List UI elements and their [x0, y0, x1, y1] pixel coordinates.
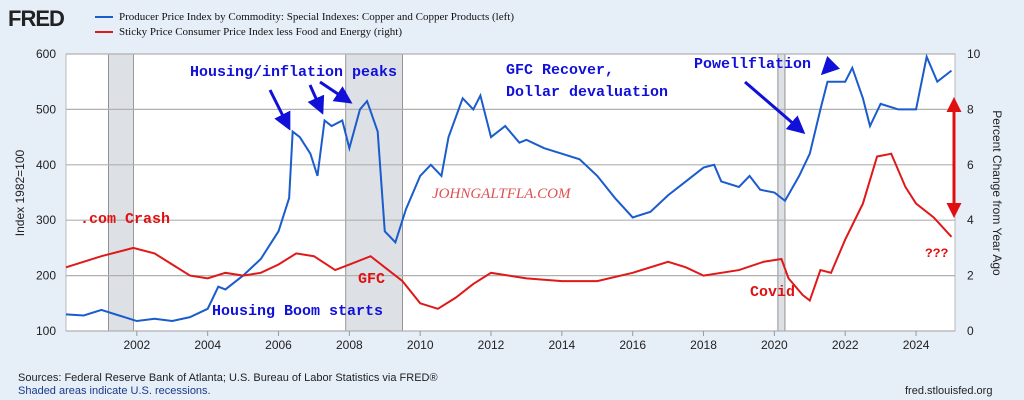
annotation-housing-boom: Housing Boom starts: [212, 303, 384, 320]
annotation-question: ???: [925, 246, 949, 261]
recession-note[interactable]: Shaded areas indicate U.S. recessions.: [18, 385, 211, 397]
fred-logo[interactable]: FRED: [8, 6, 65, 31]
legend-item-copper: Producer Price Index by Commodity: Speci…: [95, 11, 514, 23]
y-tick-label: 200: [36, 269, 56, 283]
x-tick-label: 2018: [690, 338, 717, 352]
annotation-housing-peaks: Housing/inflation peaks: [190, 64, 398, 81]
x-tick-label: 2012: [478, 338, 505, 352]
x-tick-label: 2022: [832, 338, 859, 352]
y-axis-label-right: Percent Change from Year Ago: [990, 110, 1004, 276]
annotation-dollar-devaluation: Dollar devaluation: [506, 84, 669, 101]
x-tick-label: 2004: [194, 338, 221, 352]
sources-note: Sources: Federal Reserve Bank of Atlanta…: [18, 372, 438, 384]
y-right-tick-label: 4: [967, 213, 974, 227]
legend-label: Sticky Price Consumer Price Index less F…: [119, 26, 402, 38]
y-tick-label: 300: [36, 213, 56, 227]
fred-site-link[interactable]: fred.stlouisfed.org: [905, 385, 993, 397]
annotation-arrow: [744, 80, 806, 134]
annotation-arrow: [319, 80, 353, 104]
y-tick-label: 400: [36, 158, 56, 172]
y-right-tick-label: 8: [967, 102, 974, 116]
x-tick-label: 2010: [407, 338, 434, 352]
y-tick-label: 500: [36, 102, 56, 116]
recession-band: [345, 53, 403, 332]
series-line-0: [65, 53, 953, 323]
annotation-arrow: [307, 84, 325, 115]
watermark: JOHNGALTFLA.COM: [432, 186, 571, 202]
x-tick-label: 2024: [903, 338, 930, 352]
annotation-arrow: [820, 56, 840, 76]
legend-label: Producer Price Index by Commodity: Speci…: [119, 11, 514, 23]
annotation-gfc: GFC: [358, 271, 386, 288]
annotation-covid: Covid: [750, 284, 796, 301]
annotation-gfc-recover: GFC Recover,: [506, 62, 615, 79]
y-right-tick-label: 10: [967, 47, 981, 61]
annotation-arrow: [268, 89, 291, 131]
x-tick-label: 2020: [761, 338, 788, 352]
annotation-powellflation: Powellflation: [694, 56, 812, 73]
recession-band: [108, 53, 134, 332]
y-right-tick-label: 2: [967, 269, 974, 283]
annotation-com-crash: .com Crash: [80, 211, 171, 228]
series-line-1: [65, 152, 953, 310]
y-tick-label: 600: [36, 47, 56, 61]
legend-swatch-red: [95, 31, 113, 33]
x-tick-label: 2008: [336, 338, 363, 352]
legend-swatch-blue: [95, 16, 113, 18]
x-tick-label: 2016: [619, 338, 646, 352]
x-tick-label: 2002: [123, 338, 150, 352]
x-tick-label: 2014: [549, 338, 576, 352]
y-right-tick-label: 6: [967, 158, 974, 172]
y-axis-label-left: Index 1982=100: [13, 149, 27, 237]
y-right-tick-label: 0: [967, 324, 974, 338]
legend-item-sticky-cpi: Sticky Price Consumer Price Index less F…: [95, 26, 402, 38]
y-tick-label: 100: [36, 324, 56, 338]
x-tick-label: 2006: [265, 338, 292, 352]
